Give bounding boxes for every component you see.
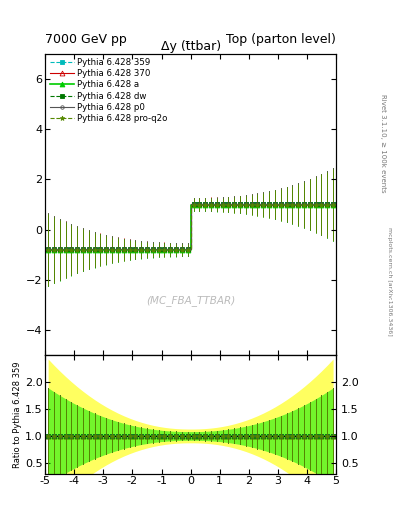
Title: Δy (t̄tbar): Δy (t̄tbar) [161,39,220,53]
Text: Top (parton level): Top (parton level) [226,33,336,46]
Text: mcplots.cern.ch [arXiv:1306.3436]: mcplots.cern.ch [arXiv:1306.3436] [387,227,391,336]
Text: Rivet 3.1.10, ≥ 100k events: Rivet 3.1.10, ≥ 100k events [380,94,386,193]
Legend: Pythia 6.428 359, Pythia 6.428 370, Pythia 6.428 a, Pythia 6.428 dw, Pythia 6.42: Pythia 6.428 359, Pythia 6.428 370, Pyth… [48,56,169,124]
Text: (MC_FBA_TTBAR): (MC_FBA_TTBAR) [146,295,235,306]
Y-axis label: Ratio to Pythia 6.428 359: Ratio to Pythia 6.428 359 [13,361,22,467]
Text: 7000 GeV pp: 7000 GeV pp [45,33,127,46]
